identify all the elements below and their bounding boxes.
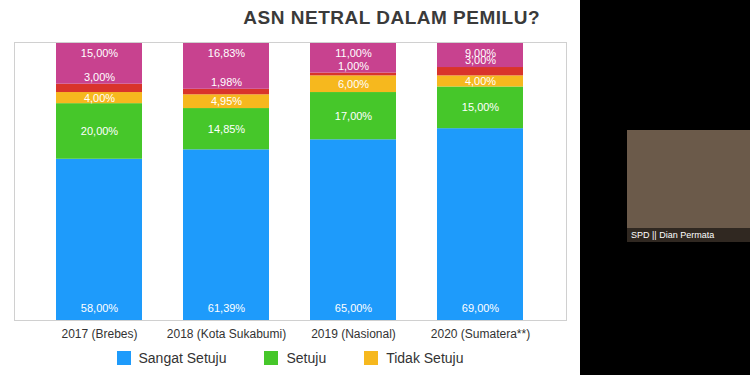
svg-text:1,98%: 1,98% xyxy=(211,76,242,88)
html-text:Setuju: Setuju xyxy=(286,350,327,366)
svg-text:2019 (Nasional): 2019 (Nasional) xyxy=(311,327,396,341)
html-text:ASN NETRAL DALAM PEMILU?: ASN NETRAL DALAM PEMILU? xyxy=(243,7,540,28)
svg-text:15,00%: 15,00% xyxy=(462,101,500,113)
svg-text:9,00%: 9,00% xyxy=(464,47,497,59)
svg-text:2017 (Brebes): 2017 (Brebes) xyxy=(61,327,137,341)
svg-text:4,00%: 4,00% xyxy=(465,75,496,87)
svg-text:3,00%: 3,00% xyxy=(84,71,115,83)
svg-text:14,85%: 14,85% xyxy=(208,123,246,135)
svg-text:16,83%: 16,83% xyxy=(208,47,246,59)
svg-text:58,00%: 58,00% xyxy=(81,302,119,314)
svg-text:17,00%: 17,00% xyxy=(335,110,373,122)
svg-text:61,39%: 61,39% xyxy=(208,302,246,314)
svg-text:69,00%: 69,00% xyxy=(462,302,500,314)
svg-text:2018 (Kota Sukabumi): 2018 (Kota Sukabumi) xyxy=(167,327,286,341)
svg-text:65,00%: 65,00% xyxy=(335,302,373,314)
svg-text:1,00%: 1,00% xyxy=(338,60,369,72)
svg-text:15,00%: 15,00% xyxy=(81,47,119,59)
html-text:Tidak Setuju: Tidak Setuju xyxy=(386,350,464,366)
svg-text:2020 (Sumatera**): 2020 (Sumatera**) xyxy=(431,327,530,341)
svg-text:4,95%: 4,95% xyxy=(211,95,242,107)
svg-text:3,00%: 3,00% xyxy=(465,54,496,66)
svg-text:4,00%: 4,00% xyxy=(84,92,115,104)
svg-text:6,00%: 6,00% xyxy=(338,78,369,90)
svg-text:20,00%: 20,00% xyxy=(81,125,119,137)
html-text:Sangat Setuju: Sangat Setuju xyxy=(138,350,227,366)
html-text:SPD || Dian Permata: SPD || Dian Permata xyxy=(631,230,715,240)
svg-text:11,00%: 11,00% xyxy=(335,47,372,59)
